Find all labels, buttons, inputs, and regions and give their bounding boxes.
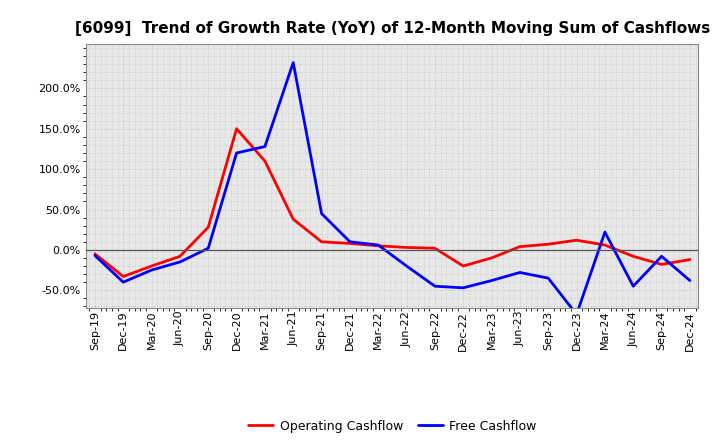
- Free Cashflow: [431, 283, 439, 289]
- Free Cashflow: [600, 230, 609, 235]
- Free Cashflow: [516, 270, 524, 275]
- Free Cashflow: [289, 60, 297, 65]
- Free Cashflow: [685, 278, 694, 283]
- Operating Cashflow: [685, 257, 694, 262]
- Free Cashflow: [318, 211, 326, 216]
- Operating Cashflow: [119, 274, 127, 279]
- Operating Cashflow: [374, 243, 382, 249]
- Operating Cashflow: [346, 241, 354, 246]
- Free Cashflow: [657, 254, 666, 259]
- Free Cashflow: [148, 268, 156, 273]
- Operating Cashflow: [657, 262, 666, 267]
- Operating Cashflow: [402, 245, 411, 250]
- Operating Cashflow: [516, 244, 524, 249]
- Operating Cashflow: [431, 246, 439, 251]
- Operating Cashflow: [261, 158, 269, 164]
- Operating Cashflow: [459, 264, 467, 269]
- Free Cashflow: [233, 150, 241, 156]
- Line: Free Cashflow: Free Cashflow: [95, 62, 690, 315]
- Operating Cashflow: [600, 242, 609, 248]
- Operating Cashflow: [233, 126, 241, 132]
- Operating Cashflow: [544, 242, 552, 247]
- Operating Cashflow: [318, 239, 326, 245]
- Free Cashflow: [261, 144, 269, 149]
- Free Cashflow: [572, 312, 581, 317]
- Free Cashflow: [176, 259, 184, 264]
- Operating Cashflow: [289, 216, 297, 222]
- Operating Cashflow: [91, 251, 99, 257]
- Operating Cashflow: [572, 238, 581, 243]
- Free Cashflow: [402, 264, 411, 269]
- Operating Cashflow: [204, 225, 212, 230]
- Operating Cashflow: [487, 255, 496, 260]
- Free Cashflow: [544, 275, 552, 281]
- Free Cashflow: [374, 242, 382, 248]
- Free Cashflow: [91, 253, 99, 258]
- Free Cashflow: [346, 239, 354, 245]
- Free Cashflow: [629, 283, 637, 289]
- Free Cashflow: [119, 279, 127, 285]
- Operating Cashflow: [148, 264, 156, 269]
- Title: [6099]  Trend of Growth Rate (YoY) of 12-Month Moving Sum of Cashflows: [6099] Trend of Growth Rate (YoY) of 12-…: [75, 21, 710, 36]
- Line: Operating Cashflow: Operating Cashflow: [95, 129, 690, 276]
- Free Cashflow: [459, 285, 467, 290]
- Free Cashflow: [487, 278, 496, 283]
- Free Cashflow: [204, 246, 212, 251]
- Operating Cashflow: [176, 254, 184, 259]
- Legend: Operating Cashflow, Free Cashflow: Operating Cashflow, Free Cashflow: [243, 414, 541, 437]
- Operating Cashflow: [629, 254, 637, 259]
